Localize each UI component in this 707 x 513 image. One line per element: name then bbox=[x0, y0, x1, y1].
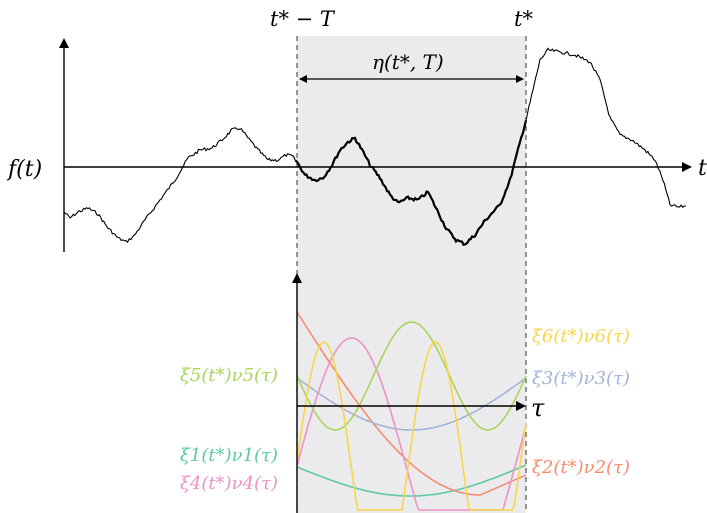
mode-curve-1 bbox=[296, 464, 527, 497]
signal-curve bbox=[63, 47, 686, 244]
eta-label: η(t*, T) bbox=[372, 50, 444, 74]
mode-label-6: ξ6(t*)ν6(τ) bbox=[532, 326, 630, 347]
mode-label-2: ξ2(t*)ν2(τ) bbox=[532, 457, 630, 478]
signal-window-segment bbox=[294, 120, 528, 246]
mode-curve-5 bbox=[296, 321, 527, 431]
mode-label-3: ξ3(t*)ν3(τ) bbox=[532, 368, 630, 389]
t-axis-label: t bbox=[698, 156, 707, 181]
tau-axis-label: τ bbox=[531, 394, 545, 422]
left-marker-label: t* − T bbox=[270, 7, 336, 31]
right-marker-label: t* bbox=[514, 7, 533, 31]
mode-curve-3 bbox=[296, 377, 527, 431]
mode-label-5: ξ5(t*)ν5(τ) bbox=[180, 365, 278, 386]
mode-curves bbox=[296, 311, 527, 511]
mode-label-4: ξ4(t*)ν4(τ) bbox=[180, 473, 278, 494]
mode-curve-6 bbox=[296, 341, 527, 511]
f-axis-label: f(t) bbox=[6, 157, 42, 182]
time-window-region bbox=[297, 36, 526, 513]
mode-label-1: ξ1(t*)ν1(τ) bbox=[180, 445, 278, 466]
